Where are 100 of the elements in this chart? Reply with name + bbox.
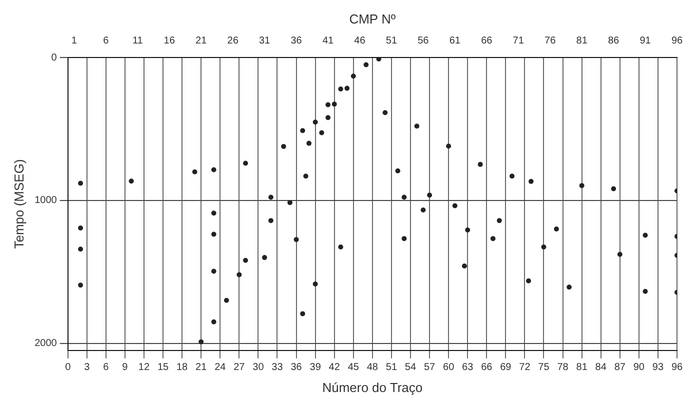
point xyxy=(198,339,204,344)
x-tick-label: 54 xyxy=(404,362,416,374)
x2-tick-label: 16 xyxy=(164,35,176,46)
point xyxy=(243,258,248,263)
point xyxy=(243,160,248,166)
point xyxy=(78,180,84,186)
x2-tick-label: 56 xyxy=(418,35,430,46)
x-tick-label: 63 xyxy=(462,362,474,374)
x-tick-label: 12 xyxy=(138,362,150,374)
point xyxy=(376,58,382,62)
x-tick-label: 87 xyxy=(614,362,626,374)
point xyxy=(465,227,470,232)
point xyxy=(617,252,622,257)
point xyxy=(446,144,452,149)
point xyxy=(332,102,337,107)
point xyxy=(303,174,308,179)
point xyxy=(211,210,216,216)
point xyxy=(350,74,356,79)
x2-tick-label: 66 xyxy=(481,35,493,46)
x2-tick-label: 71 xyxy=(512,35,524,46)
x-tick-label: 27 xyxy=(234,362,246,374)
point xyxy=(211,319,216,324)
point xyxy=(642,288,648,294)
point xyxy=(364,62,369,68)
point xyxy=(128,178,134,184)
point xyxy=(78,246,84,252)
x-tick-label: 78 xyxy=(557,362,569,374)
point xyxy=(554,226,559,232)
x2-axis-title: CMP Nº xyxy=(349,11,396,26)
point xyxy=(78,225,84,230)
x2-tick-label: 36 xyxy=(290,35,302,46)
x-tick-label: 75 xyxy=(538,362,550,374)
x-tick-label: 18 xyxy=(176,362,188,374)
x-tick-label: 15 xyxy=(157,362,170,374)
point xyxy=(526,278,532,284)
x-tick-label: 51 xyxy=(386,362,398,374)
point xyxy=(268,218,274,224)
point xyxy=(452,203,458,208)
point xyxy=(541,244,546,250)
x-tick-label: 66 xyxy=(481,362,493,374)
point xyxy=(326,102,331,108)
x2-tick-label: 86 xyxy=(608,35,620,46)
point xyxy=(414,124,420,129)
point xyxy=(402,236,407,242)
x2-tick-label: 61 xyxy=(449,35,461,46)
x-tick-label: 45 xyxy=(348,362,360,374)
point xyxy=(78,282,84,288)
point xyxy=(420,208,426,212)
point xyxy=(402,194,407,200)
x2-tick-label: 76 xyxy=(544,35,556,46)
point xyxy=(344,86,350,91)
point xyxy=(395,168,400,174)
x-tick-label: 60 xyxy=(443,362,455,374)
point xyxy=(427,192,432,198)
x-tick-label: 21 xyxy=(196,362,208,374)
point xyxy=(579,183,584,188)
point xyxy=(642,232,648,238)
point xyxy=(211,268,216,274)
x2-tick-label: 31 xyxy=(258,35,271,46)
x-tick-label: 81 xyxy=(576,362,588,374)
x2-tick-label: 1 xyxy=(71,35,78,46)
point xyxy=(326,115,331,120)
x2-tick-label: 96 xyxy=(671,35,683,46)
point xyxy=(382,110,388,116)
x-tick-label: 9 xyxy=(122,362,128,374)
point xyxy=(211,232,216,237)
x-tick-label: 57 xyxy=(424,362,436,374)
y-axis-title: Tempo (MSEG) xyxy=(11,159,26,249)
point xyxy=(496,218,502,224)
x-tick-label: 36 xyxy=(290,362,302,374)
y-tick-label: 0 xyxy=(51,52,58,64)
point xyxy=(510,174,515,179)
point xyxy=(211,167,216,172)
point xyxy=(192,169,198,174)
x-tick-label: 72 xyxy=(519,362,531,374)
point xyxy=(566,284,572,290)
point xyxy=(338,244,344,250)
point xyxy=(268,194,274,200)
x-tick-label: 6 xyxy=(103,362,110,374)
point xyxy=(611,186,616,192)
x-tick-label: 84 xyxy=(595,362,607,374)
x-axis-title: Número do Traço xyxy=(322,380,423,395)
point xyxy=(490,236,496,242)
point xyxy=(528,178,534,184)
point xyxy=(236,272,242,278)
point xyxy=(287,200,292,206)
y-tick-label: 2000 xyxy=(34,338,58,350)
point xyxy=(300,128,306,134)
x2-tick-label: 41 xyxy=(322,35,334,46)
x2-tick-label: 26 xyxy=(227,35,239,46)
x-tick-label: 96 xyxy=(671,362,683,374)
x2-tick-label: 51 xyxy=(386,35,398,46)
point xyxy=(478,162,483,167)
x2-tick-label: 81 xyxy=(576,35,588,46)
x-tick-label: 93 xyxy=(652,362,664,374)
x-tick-label: 48 xyxy=(366,362,378,374)
x2-tick-label: 6 xyxy=(103,35,110,46)
x-tick-label: 0 xyxy=(65,362,72,374)
point xyxy=(306,140,312,146)
x2-tick-label: 46 xyxy=(354,35,366,46)
